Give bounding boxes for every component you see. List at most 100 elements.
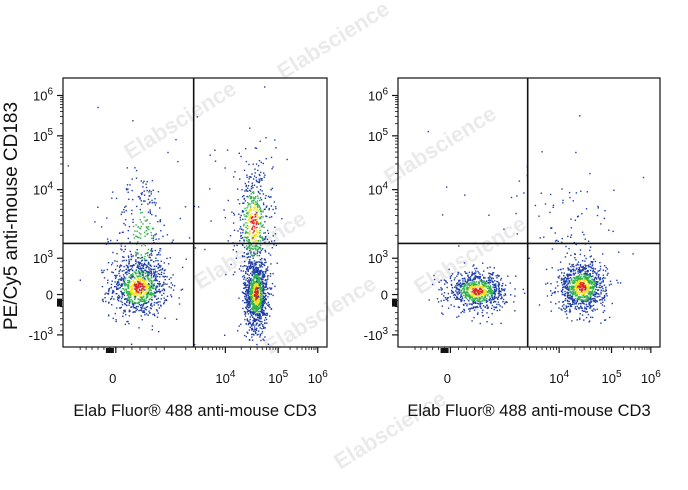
event-dot [131,269,134,272]
event-dot [146,286,148,288]
event-dot [246,224,248,227]
event-dot [589,263,592,265]
event-dot [265,284,267,286]
event-dot [130,213,133,215]
event-dot [476,305,478,308]
event-dot [601,304,604,306]
event-dot [103,277,106,279]
event-dot [260,281,262,283]
event-dot [132,225,135,228]
event-dot [569,196,571,199]
event-dot [259,273,262,275]
event-dot [488,278,491,280]
event-dot [240,234,243,237]
event-dot [256,343,258,346]
event-dot [564,299,566,302]
event-dot [254,281,257,283]
event-dot [132,311,134,313]
event-dot [575,302,577,304]
event-dot [150,268,153,271]
event-dot [164,299,166,302]
event-dot [248,296,251,298]
event-dot [245,189,247,191]
event-dot [238,213,240,215]
event-dot [158,330,160,333]
event-dot [253,307,256,310]
event-dot [145,309,147,311]
event-dot [138,273,140,275]
event-dot [577,272,579,274]
event-dot [481,280,483,282]
event-dot [259,208,261,211]
event-dot [494,297,496,299]
event-dot [481,287,483,289]
event-dot [255,273,257,276]
event-dot [474,267,476,270]
event-dot [143,292,145,294]
event-dot [134,287,136,290]
event-dot [546,295,549,297]
event-dot [599,295,601,297]
event-dot [584,271,586,273]
event-dot [560,308,562,310]
event-dot [154,198,156,200]
event-dot [249,306,251,308]
event-dot [580,278,582,280]
event-dot [245,185,247,188]
event-dot [122,288,124,290]
event-dot [567,274,570,276]
event-dot [154,234,156,236]
event-dot [143,311,146,314]
event-dot [460,284,462,286]
event-dot [577,270,579,272]
event-dot [146,306,149,308]
event-dot [255,313,257,315]
event-dot [488,279,490,282]
event-dot [111,295,113,298]
event-dot [586,291,588,293]
event-dot [488,281,491,284]
event-dot [489,280,492,282]
event-dot [265,158,267,160]
event-dot [477,306,479,309]
event-dot [446,282,448,284]
event-dot [600,291,602,293]
event-dot [259,324,261,326]
event-dot [572,291,574,293]
event-dot [254,168,256,170]
event-dot [259,298,261,301]
event-dot [267,287,269,290]
event-dot [258,291,261,293]
event-dot [570,270,573,273]
event-dot [496,280,498,283]
event-dot [588,289,590,292]
event-dot [254,172,256,174]
event-dot [155,260,157,262]
event-dot [592,269,594,272]
event-dot [259,174,261,177]
event-dot [247,202,249,204]
event-dot [259,232,261,234]
event-dot [249,215,252,218]
event-dot [258,160,261,162]
event-dot [125,188,128,190]
event-dot [255,288,257,290]
event-dot [254,264,256,266]
event-dot [251,315,253,317]
event-dot [245,323,248,325]
event-dot [259,313,261,315]
event-dot [138,279,140,281]
event-dot [252,299,254,301]
event-dot [577,278,580,280]
event-dot [155,265,157,267]
event-dot [144,269,146,271]
event-dot [252,310,255,312]
event-dot [257,239,259,242]
event-dot [267,278,269,280]
event-dot [585,273,587,276]
watermark-text: Elabscience [272,0,393,84]
event-dot [162,235,164,238]
event-dot [251,336,253,338]
event-dot [246,195,248,198]
event-dot [145,226,148,228]
